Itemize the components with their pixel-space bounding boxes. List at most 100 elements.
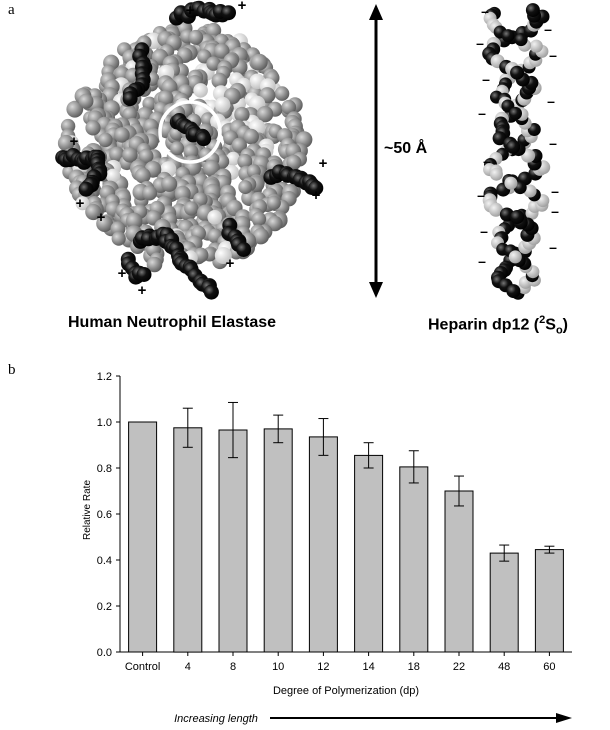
- bar: [534, 549, 564, 653]
- protein-atom: [234, 106, 250, 123]
- x-tick-label: 18: [408, 661, 420, 673]
- protein-atom: [66, 100, 84, 118]
- x-tick-label: 60: [543, 661, 555, 673]
- minus-sign: –: [549, 135, 557, 151]
- x-axis-label: Degree of Polymerization (dp): [273, 685, 419, 697]
- protein-atom: [203, 284, 219, 300]
- protein-atom: [243, 128, 259, 145]
- plus-sign: +: [76, 195, 85, 212]
- heparin-caption-prefix: Heparin dp12 (: [428, 316, 540, 334]
- protein-atom: [221, 5, 236, 21]
- x-tick-label: 8: [230, 661, 236, 673]
- protein-atom: [286, 154, 302, 170]
- protein-atom: [250, 53, 268, 71]
- protein-atom: [109, 146, 125, 162]
- protein-atom: [142, 185, 158, 201]
- protein-atom: [106, 168, 121, 183]
- heparin-atom: [525, 3, 540, 18]
- bar: [308, 436, 338, 653]
- protein-atom: [214, 247, 232, 264]
- error-bar: [182, 407, 193, 448]
- plus-sign: +: [138, 282, 147, 299]
- y-tick-label: 1.2: [97, 371, 112, 383]
- bar: [399, 466, 429, 653]
- protein-atom: [111, 231, 126, 246]
- bar: [444, 490, 474, 653]
- plus-sign: +: [312, 187, 321, 204]
- protein-atom: [183, 144, 199, 159]
- protein-atom: [237, 153, 253, 169]
- plus-sign: +: [70, 133, 79, 150]
- protein-atom: [170, 141, 185, 156]
- protein-atom: [231, 137, 247, 153]
- heparin-caption-suffix: ): [562, 316, 568, 334]
- protein-atom: [211, 72, 228, 89]
- positive-charge-markers: + + + + + + + + + +: [70, 0, 328, 299]
- heparin-atom: [523, 184, 537, 198]
- protein-atom: [98, 132, 113, 148]
- minus-sign: –: [478, 253, 486, 269]
- protein-atom: [196, 131, 212, 147]
- plus-sign: +: [238, 0, 247, 14]
- y-tick-label: 1.0: [97, 417, 112, 429]
- x-tick-label: 22: [453, 661, 465, 673]
- protein-atom: [207, 210, 222, 225]
- protein-atom: [78, 181, 94, 197]
- protein-atom: [236, 242, 252, 257]
- heparin-atom: [506, 139, 521, 154]
- protein-atom: [266, 195, 281, 210]
- protein-atom: [267, 215, 283, 232]
- heparin-atom: [506, 284, 521, 299]
- heparin-atom: [489, 167, 503, 181]
- protein-atom: [274, 86, 290, 101]
- y-tick-label: 0.6: [97, 509, 112, 521]
- x-tick-label: 14: [362, 661, 374, 673]
- heparin-caption-sup: 2: [539, 314, 546, 326]
- minus-sign: –: [547, 93, 555, 109]
- protein-atom: [308, 180, 324, 196]
- heparin-atom: [488, 202, 503, 217]
- heparin-caption: Heparin dp12 (2So): [428, 314, 568, 337]
- error-bar: [228, 401, 238, 459]
- heparin-atom: [508, 250, 522, 264]
- heparin-atom: [504, 176, 518, 190]
- minus-sign: –: [549, 239, 557, 255]
- protein-atom: [134, 167, 151, 184]
- y-tick-label: 0.2: [97, 601, 112, 613]
- protein-atom: [238, 180, 253, 195]
- y-tick-label: 0.0: [97, 647, 112, 659]
- heparin-atom: [492, 131, 507, 146]
- protein-atom: [214, 43, 230, 59]
- protein-atom: [256, 106, 274, 123]
- protein-atom: [146, 256, 163, 273]
- protein-atom: [251, 211, 267, 227]
- protein-atom: [203, 159, 220, 177]
- bar: [263, 428, 293, 653]
- minus-sign: –: [481, 3, 489, 19]
- y-axis-label: Relative Rate: [82, 480, 93, 540]
- y-tick-label: 0.8: [97, 463, 112, 475]
- minus-sign: –: [544, 21, 552, 37]
- panel-b-label: b: [8, 362, 16, 378]
- protein-atom: [214, 96, 231, 113]
- x-tick-label: 10: [272, 661, 284, 673]
- heparin-atom: [529, 39, 543, 53]
- heparin-atom: [510, 210, 525, 224]
- minus-sign: –: [480, 223, 488, 239]
- minus-sign: –: [477, 187, 485, 203]
- heparin-atom: [509, 106, 522, 120]
- elastase-structure: [55, 0, 324, 300]
- increasing-length-label: Increasing length: [174, 713, 258, 725]
- protein-atom: [184, 201, 199, 216]
- dimension-arrow: [369, 4, 383, 298]
- protein-atom: [206, 56, 221, 71]
- protein-atom: [126, 212, 143, 229]
- minus-sign: –: [549, 47, 557, 63]
- increasing-length-arrow: [270, 713, 572, 723]
- error-bar: [273, 414, 284, 444]
- plus-sign: +: [186, 2, 195, 19]
- protein-atom: [57, 134, 75, 152]
- minus-sign: –: [478, 105, 486, 121]
- protein-atom: [161, 175, 178, 192]
